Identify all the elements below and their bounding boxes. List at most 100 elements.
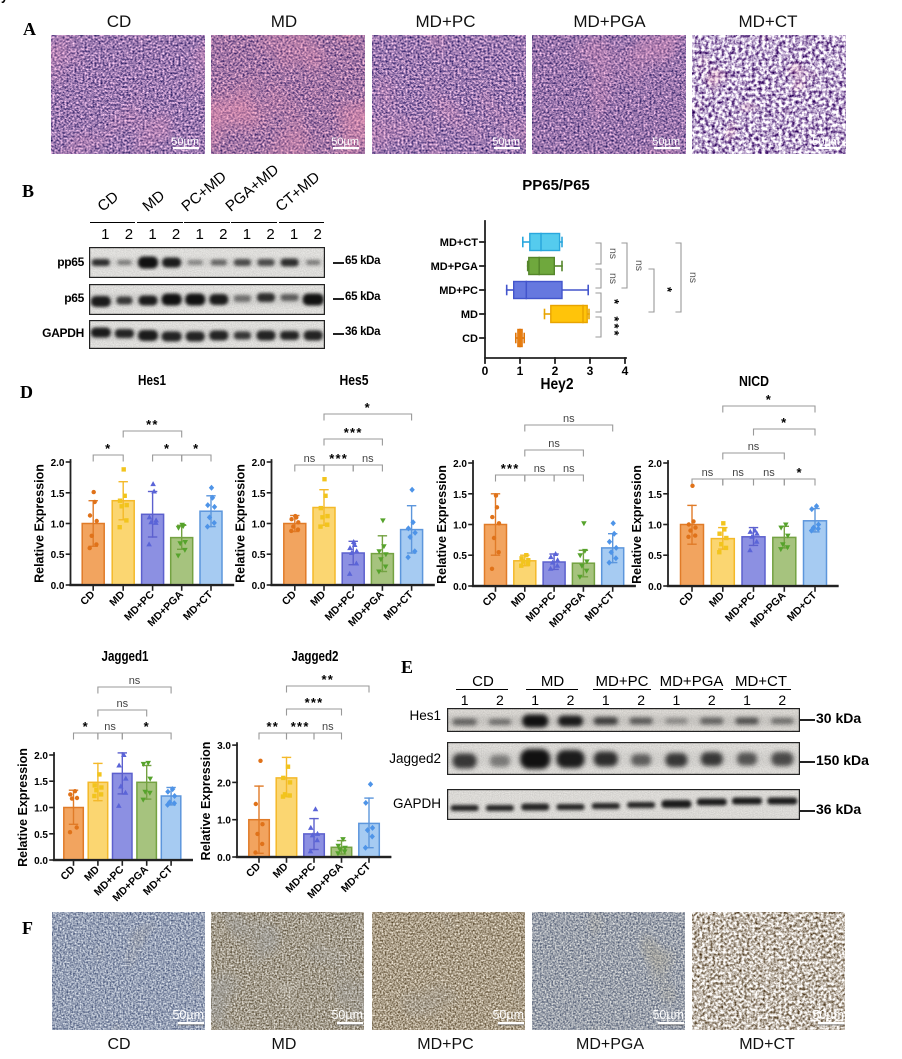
svg-text:50µm: 50µm	[492, 1008, 524, 1022]
svg-text:**: **	[322, 672, 335, 687]
svg-text:ns: ns	[732, 467, 744, 479]
svg-text:1.0: 1.0	[648, 521, 662, 532]
svg-text:***: ***	[607, 316, 622, 337]
svg-text:MD+CT: MD+CT	[181, 588, 216, 623]
svg-text:*: *	[365, 400, 371, 415]
svg-text:Relative Expression: Relative Expression	[435, 465, 449, 584]
svg-text:50µm: 50µm	[652, 136, 680, 148]
svg-text:CD: CD	[462, 333, 478, 345]
svg-text:ns: ns	[129, 675, 141, 687]
svg-text:*: *	[83, 719, 89, 734]
svg-text:ns: ns	[702, 467, 714, 479]
svg-text:0.0: 0.0	[34, 856, 48, 867]
svg-text:MD+PC: MD+PC	[439, 285, 478, 297]
svg-text:0.5: 0.5	[34, 830, 48, 841]
svg-text:2.0: 2.0	[252, 458, 266, 469]
svg-text:1.0: 1.0	[217, 816, 231, 827]
svg-text:0.5: 0.5	[252, 550, 266, 561]
svg-text:Relative Expression: Relative Expression	[16, 748, 30, 867]
svg-text:Relative Expression: Relative Expression	[234, 464, 248, 583]
svg-text:MD+CT: MD+CT	[440, 237, 478, 249]
svg-text:0.0: 0.0	[453, 582, 467, 593]
svg-text:***: ***	[291, 719, 310, 734]
svg-text:ns: ns	[563, 413, 575, 425]
svg-text:ns: ns	[534, 463, 546, 475]
svg-text:MD: MD	[308, 588, 328, 608]
svg-text:*: *	[105, 441, 111, 456]
svg-text:50µm: 50µm	[331, 1008, 363, 1022]
svg-text:MD+PGA: MD+PGA	[431, 261, 478, 273]
svg-text:2.0: 2.0	[648, 459, 662, 470]
svg-text:ns: ns	[304, 453, 316, 465]
svg-text:0.0: 0.0	[252, 581, 266, 592]
svg-text:Jagged2: Jagged2	[292, 648, 339, 665]
svg-text:CD: CD	[78, 588, 98, 608]
svg-text:1.0: 1.0	[453, 521, 467, 532]
svg-text:Relative Expression: Relative Expression	[199, 742, 213, 861]
svg-text:Hey2: Hey2	[0, 0, 15, 4]
svg-text:ns: ns	[633, 260, 645, 271]
svg-text:Jagged1: Jagged1	[102, 648, 149, 665]
svg-text:ns: ns	[548, 438, 560, 450]
svg-text:MD: MD	[82, 863, 102, 883]
svg-text:50µm: 50µm	[492, 136, 520, 148]
svg-text:1: 1	[517, 364, 524, 378]
svg-text:ns: ns	[607, 248, 619, 259]
svg-text:0.5: 0.5	[648, 551, 662, 562]
svg-text:***: ***	[305, 695, 324, 710]
svg-text:0.0: 0.0	[217, 853, 231, 864]
svg-text:***: ***	[501, 461, 520, 476]
svg-text:Hes1: Hes1	[138, 372, 166, 389]
svg-text:1.0: 1.0	[252, 520, 266, 531]
svg-text:*: *	[607, 299, 622, 306]
svg-text:1.5: 1.5	[51, 489, 65, 500]
svg-text:MD+CT: MD+CT	[583, 589, 618, 624]
svg-text:MD: MD	[271, 860, 291, 880]
svg-text:ns: ns	[116, 698, 128, 710]
svg-text:50µm: 50µm	[812, 136, 840, 148]
svg-text:Relative Expression: Relative Expression	[630, 465, 644, 584]
svg-text:1.0: 1.0	[51, 520, 65, 531]
svg-text:2.0: 2.0	[217, 778, 231, 789]
svg-text:*: *	[781, 415, 787, 430]
svg-text:CD: CD	[677, 589, 697, 609]
svg-text:MD+CT: MD+CT	[339, 860, 374, 895]
svg-text:*: *	[164, 441, 170, 456]
svg-text:2: 2	[552, 364, 559, 378]
svg-text:Hes5: Hes5	[340, 372, 369, 389]
svg-text:MD: MD	[461, 309, 478, 321]
svg-text:50µm: 50µm	[652, 1008, 684, 1022]
svg-text:Hey2: Hey2	[541, 376, 574, 393]
svg-text:50µm: 50µm	[331, 136, 359, 148]
svg-text:0: 0	[482, 364, 489, 378]
svg-text:CD: CD	[280, 588, 300, 608]
svg-text:Relative Expression: Relative Expression	[33, 464, 47, 583]
svg-text:***: ***	[344, 425, 363, 440]
svg-text:3.0: 3.0	[217, 741, 231, 752]
svg-text:1.5: 1.5	[648, 490, 662, 501]
svg-text:ns: ns	[763, 467, 775, 479]
svg-text:1.5: 1.5	[252, 489, 266, 500]
svg-text:2.0: 2.0	[34, 751, 48, 762]
svg-text:4: 4	[622, 364, 629, 378]
svg-text:0.0: 0.0	[51, 581, 65, 592]
svg-text:*: *	[766, 392, 772, 407]
svg-text:*: *	[796, 465, 802, 480]
svg-text:CD: CD	[58, 863, 78, 883]
svg-text:0.5: 0.5	[51, 550, 65, 561]
svg-text:MD: MD	[707, 589, 727, 609]
svg-text:0.0: 0.0	[648, 582, 662, 593]
svg-text:ns: ns	[687, 272, 699, 283]
svg-text:**: **	[146, 417, 159, 432]
svg-text:MD+CT: MD+CT	[785, 589, 820, 624]
svg-text:0.5: 0.5	[453, 551, 467, 562]
svg-text:50µm: 50µm	[172, 1008, 204, 1022]
svg-text:NICD: NICD	[739, 373, 769, 390]
svg-text:ns: ns	[362, 453, 374, 465]
svg-text:CD: CD	[480, 589, 500, 609]
svg-text:**: **	[267, 719, 280, 734]
svg-text:*: *	[144, 719, 150, 734]
svg-text:ns: ns	[322, 721, 334, 733]
svg-text:ns: ns	[748, 441, 760, 453]
svg-text:50µm: 50µm	[812, 1008, 844, 1022]
